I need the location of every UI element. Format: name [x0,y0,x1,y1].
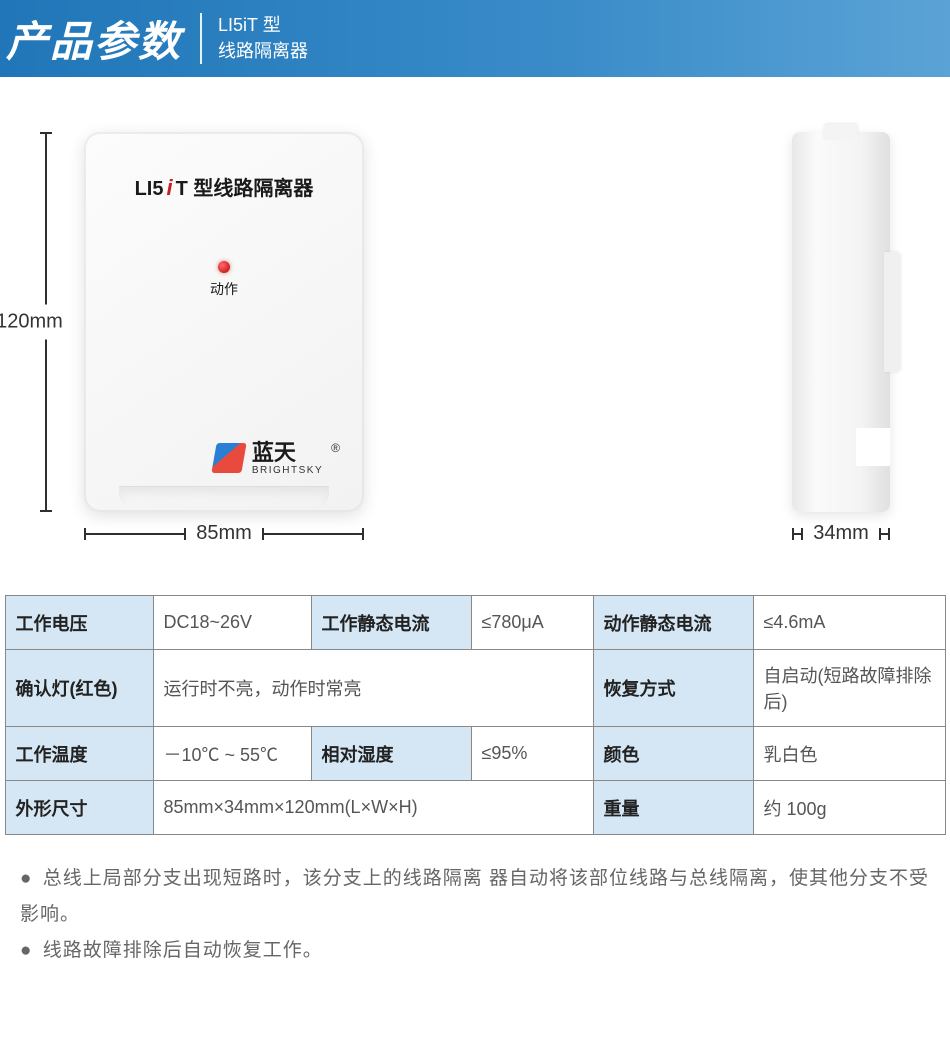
brand-text: 蓝天 BRIGHTSKY [252,441,323,476]
spec-table: 工作电压 DC18~26V 工作静态电流 ≤780μA 动作静态电流 ≤4.6m… [5,595,946,835]
table-row: 工作温度 －10℃ ~ 55℃ 相对湿度 ≤95% 颜色 乳白色 [5,727,945,781]
hdim-line-right [879,533,890,535]
spec-label: 动作静态电流 [593,596,753,650]
device-bottom-slot [119,486,329,508]
notes-block: ● 总线上局部分支出现短路时，该分支上的线路隔离 器自动将该部位线路与总线隔离，… [20,861,930,969]
hdim-line-right [262,533,364,535]
width-dimension: 85mm [84,522,364,545]
brand-en: BRIGHTSKY [252,465,323,476]
hdim-line-left [792,533,803,535]
spec-label: 工作温度 [5,727,153,781]
spec-label: 恢复方式 [593,650,753,727]
side-cutout [856,428,890,466]
hdim-line-left [84,533,186,535]
note-text: 总线上局部分支出现短路时，该分支上的线路隔离 器自动将该部位线路与总线隔离，使其… [20,868,929,925]
front-view-wrap: 120mm LI5iT 型线路隔离器 动作 蓝天 BRIGHTSKY ® [20,132,364,545]
device-side-view [792,132,890,512]
led-indicator-group: 动作 [106,261,342,299]
led-label: 动作 [106,279,342,299]
side-device-column: 34mm [792,132,890,545]
spec-value: ≤95% [471,727,593,781]
device-front-view: LI5iT 型线路隔离器 动作 蓝天 BRIGHTSKY ® [84,132,364,512]
height-dim-label: 120mm [0,305,63,340]
note-line: ● 线路故障排除后自动恢复工作。 [20,933,930,969]
brand-cn: 蓝天 [252,441,323,465]
front-device-column: LI5iT 型线路隔离器 动作 蓝天 BRIGHTSKY ® [84,132,364,545]
header-model-line: LI5iT 型 [218,13,308,38]
table-row: 外形尺寸 85mm×34mm×120mm(L×W×H) 重量 约 100g [5,781,945,835]
spec-label: 确认灯(红色) [5,650,153,727]
device-title-pre: LI5 [135,178,164,201]
spec-value: ≤4.6mA [753,596,945,650]
brand-block: 蓝天 BRIGHTSKY ® [214,441,340,476]
bullet-icon: ● [20,933,32,969]
side-rail [884,252,900,372]
registered-mark: ® [331,441,340,455]
product-figure-area: 120mm LI5iT 型线路隔离器 动作 蓝天 BRIGHTSKY ® [0,77,950,575]
header-desc-line: 线路隔离器 [218,39,308,64]
spec-value: ≤780μA [471,596,593,650]
spec-value: 约 100g [753,781,945,835]
depth-dimension: 34mm [792,522,890,545]
note-line: ● 总线上局部分支出现短路时，该分支上的线路隔离 器自动将该部位线路与总线隔离，… [20,861,930,933]
table-row: 工作电压 DC18~26V 工作静态电流 ≤780μA 动作静态电流 ≤4.6m… [5,596,945,650]
device-title: LI5iT 型线路隔离器 [106,172,342,201]
spec-value: 85mm×34mm×120mm(L×W×H) [153,781,593,835]
width-dim-label: 85mm [186,522,262,545]
spec-value: －10℃ ~ 55℃ [153,727,311,781]
spec-value: DC18~26V [153,596,311,650]
spec-label: 外形尺寸 [5,781,153,835]
spec-label: 颜色 [593,727,753,781]
table-row: 确认灯(红色) 运行时不亮，动作时常亮 恢复方式 自启动(短路故障排除后) [5,650,945,727]
spec-value: 运行时不亮，动作时常亮 [153,650,593,727]
depth-dim-label: 34mm [803,522,879,545]
spec-label: 工作静态电流 [311,596,471,650]
note-text: 线路故障排除后自动恢复工作。 [43,940,323,961]
side-notch [824,124,858,140]
bullet-icon: ● [20,861,32,897]
spec-label: 相对湿度 [311,727,471,781]
device-title-i: i [167,175,173,201]
vertical-dimension: 120mm [20,132,72,512]
header-subtitle-block: LI5iT 型 线路隔离器 [200,13,308,63]
brand-logo-icon [211,443,246,473]
device-title-post: T 型线路隔离器 [176,172,314,201]
spec-value: 乳白色 [753,727,945,781]
spec-value: 自启动(短路故障排除后) [753,650,945,727]
header-banner: 产品参数 LI5iT 型 线路隔离器 [0,0,950,77]
spec-label: 工作电压 [5,596,153,650]
spec-label: 重量 [593,781,753,835]
header-title: 产品参数 [6,8,200,69]
led-icon [218,261,230,273]
